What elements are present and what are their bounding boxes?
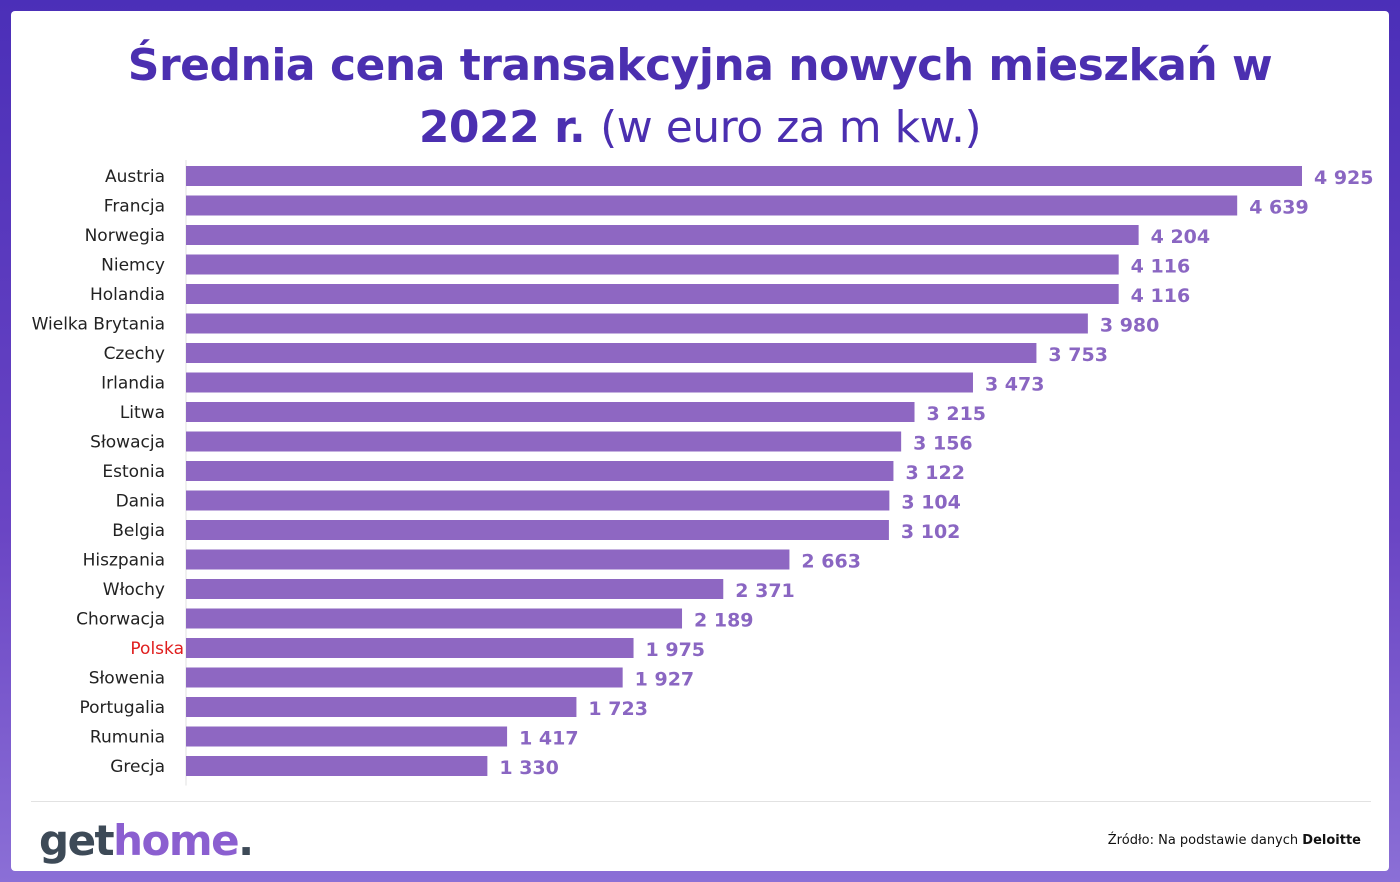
bar-irlandia	[186, 372, 973, 393]
data-label: 1 927	[635, 669, 695, 691]
data-label: 3 104	[901, 492, 961, 514]
chart-title: Średnia cena transakcyjna nowych mieszka…	[11, 35, 1389, 159]
data-label: 3 215	[927, 403, 987, 425]
category-label: Holandia	[90, 285, 165, 305]
bar-holandia	[186, 284, 1119, 304]
data-label: 4 116	[1131, 285, 1191, 307]
logo-get: get	[39, 816, 115, 865]
category-label: Austria	[105, 167, 165, 187]
chart-title-unit: (w euro za m kw.)	[600, 102, 982, 153]
gethome-logo: gethome.	[39, 811, 254, 871]
category-label: Dania	[116, 492, 165, 512]
category-label: Włochy	[103, 580, 165, 600]
category-label: Belgia	[112, 521, 165, 541]
data-label: 1 723	[588, 698, 648, 720]
data-label: 3 122	[905, 462, 965, 484]
category-label: Francja	[104, 197, 165, 217]
bar-hiszpania	[186, 549, 790, 570]
category-label: Polska	[130, 639, 184, 659]
bar-grecja	[186, 756, 488, 776]
data-label: 1 975	[646, 639, 706, 661]
data-label: 4 639	[1249, 197, 1309, 219]
chart-title-line1: Średnia cena transakcyjna nowych mieszka…	[127, 40, 1273, 91]
logo-dot: .	[238, 816, 254, 865]
footer-divider	[31, 801, 1371, 802]
category-label: Litwa	[120, 403, 165, 423]
category-label: Estonia	[102, 462, 165, 482]
category-label: Rumunia	[90, 728, 165, 748]
category-label: Słowacja	[90, 433, 165, 453]
bar-austria	[186, 166, 1302, 186]
bar-belgia	[186, 520, 889, 540]
data-label: 1 417	[519, 728, 579, 750]
category-label: Niemcy	[101, 256, 165, 276]
data-label: 4 925	[1314, 167, 1374, 189]
bar-portugalia	[186, 697, 577, 717]
data-label: 3 980	[1100, 315, 1160, 337]
category-label: Czechy	[104, 344, 165, 364]
chart-title-year: 2022 r.	[418, 102, 586, 153]
bar-francja	[186, 195, 1238, 216]
bar-włochy	[186, 579, 724, 599]
bar-estonia	[186, 461, 894, 481]
category-label: Hiszpania	[83, 551, 165, 571]
bar-wielka-brytania	[186, 313, 1088, 334]
bar-litwa	[186, 402, 915, 422]
logo-home: home	[113, 816, 240, 865]
category-label: Irlandia	[101, 374, 165, 394]
bar-chorwacja	[186, 608, 683, 629]
data-label: 3 473	[985, 374, 1045, 396]
category-label: Grecja	[110, 757, 165, 777]
bar-słowacja	[186, 431, 902, 452]
data-label: 3 753	[1048, 344, 1108, 366]
data-label: 2 189	[694, 610, 754, 632]
category-label: Słowenia	[89, 669, 165, 689]
category-label: Norwegia	[85, 226, 165, 246]
data-label: 4 116	[1131, 256, 1191, 278]
data-label: 2 663	[801, 551, 861, 573]
source-prefix: Źródło: Na podstawie danych	[1107, 833, 1299, 848]
data-label: 4 204	[1151, 226, 1211, 248]
source-brand: Deloitte	[1302, 833, 1361, 848]
category-label: Chorwacja	[76, 610, 165, 630]
bar-niemcy	[186, 254, 1119, 275]
chart-title-line2: 2022 r. (w euro za m kw.)	[11, 97, 1389, 159]
bar-chart: Austria 4 925 Francja 4 639 Norwegia 4 204 Nie…	[32, 160, 1374, 786]
category-label: Portugalia	[79, 698, 165, 718]
bar-czechy	[186, 343, 1037, 363]
data-label: 3 156	[913, 433, 973, 455]
category-label: Wielka Brytania	[32, 315, 165, 335]
chart-card: Średnia cena transakcyjna nowych mieszka…	[11, 11, 1389, 871]
data-label: 3 102	[901, 521, 961, 543]
source-note: Źródło: Na podstawie danych Deloitte	[1108, 833, 1361, 848]
bar-dania	[186, 490, 890, 511]
data-label: 1 330	[499, 757, 559, 779]
bar-polska	[186, 638, 634, 658]
bar-norwegia	[186, 225, 1139, 245]
data-label: 2 371	[735, 580, 795, 602]
bar-słowenia	[186, 667, 623, 688]
bar-rumunia	[186, 726, 508, 747]
